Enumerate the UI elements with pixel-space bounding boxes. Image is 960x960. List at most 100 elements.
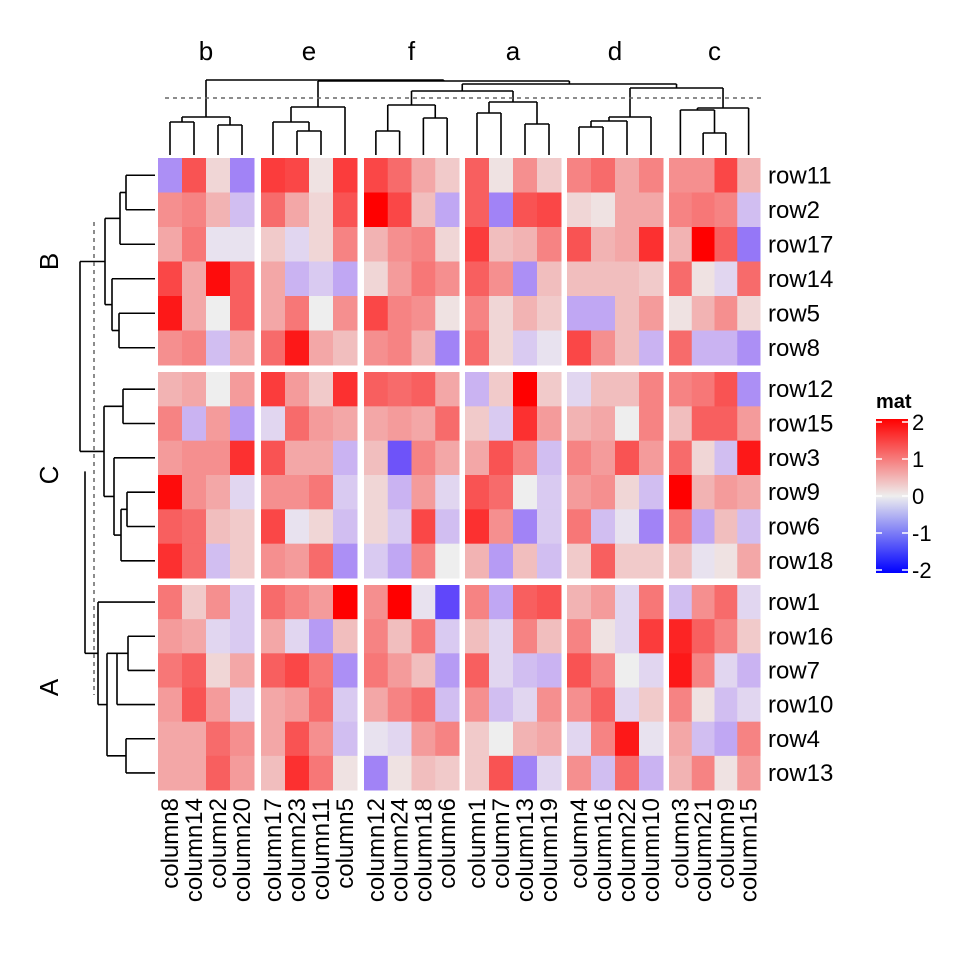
heatmap-cell bbox=[567, 330, 592, 366]
heatmap-cell bbox=[737, 227, 761, 262]
heatmap-cell bbox=[364, 372, 389, 407]
heatmap-cell bbox=[537, 687, 562, 723]
heatmap-cell bbox=[737, 475, 761, 510]
heatmap-cell bbox=[639, 192, 664, 228]
heatmap-cell bbox=[465, 585, 490, 620]
heatmap-cell bbox=[639, 261, 664, 297]
heatmap-cell bbox=[639, 721, 664, 757]
heatmap-cell bbox=[230, 687, 255, 723]
column-label: column14 bbox=[181, 798, 208, 902]
heatmap-cell bbox=[333, 296, 358, 331]
heatmap-cell bbox=[364, 543, 389, 579]
heatmap-cell bbox=[465, 687, 490, 723]
heatmap-cell bbox=[591, 372, 616, 407]
heatmap-cell bbox=[639, 227, 664, 262]
heatmap-cell bbox=[387, 440, 412, 476]
heatmap-cell bbox=[158, 653, 183, 688]
heatmap-cell bbox=[261, 509, 286, 545]
heatmap-cell bbox=[435, 755, 460, 791]
heatmap-cell bbox=[591, 192, 616, 228]
heatmap-cell bbox=[411, 687, 436, 723]
heatmap-cell bbox=[364, 261, 389, 297]
heatmap-cell bbox=[333, 406, 358, 442]
heatmap-cell bbox=[567, 158, 592, 193]
heatmap-cell bbox=[261, 296, 286, 331]
heatmap-cell bbox=[230, 585, 255, 620]
heatmap-cell bbox=[206, 475, 231, 510]
heatmap-cell bbox=[537, 585, 562, 620]
heatmap-cell bbox=[387, 227, 412, 262]
heatmap-cell bbox=[465, 227, 490, 262]
heatmap-cell bbox=[364, 227, 389, 262]
heatmap-cell bbox=[182, 296, 207, 331]
heatmap-cell bbox=[230, 372, 255, 407]
heatmap-cell bbox=[615, 158, 640, 193]
heatmap-cell bbox=[615, 406, 640, 442]
heatmap-cell bbox=[567, 543, 592, 579]
heatmap-cell bbox=[387, 330, 412, 366]
heatmap-cell bbox=[364, 653, 389, 688]
heatmap-cell bbox=[537, 509, 562, 545]
heatmap-cell bbox=[691, 372, 715, 407]
heatmap-cell bbox=[669, 653, 693, 688]
heatmap-cell bbox=[489, 755, 514, 791]
heatmap-cell bbox=[158, 475, 183, 510]
heatmap-cell bbox=[411, 653, 436, 688]
heatmap-cell bbox=[206, 721, 231, 757]
heatmap-cell bbox=[691, 158, 715, 193]
heatmap-cell bbox=[285, 721, 310, 757]
heatmap-cell bbox=[537, 755, 562, 791]
heatmap-cell bbox=[714, 687, 738, 723]
column-label: column7 bbox=[488, 798, 515, 889]
heatmap-cell bbox=[182, 158, 207, 193]
heatmap-cell bbox=[435, 440, 460, 476]
row-label: row2 bbox=[768, 197, 820, 224]
row-label: row13 bbox=[768, 760, 833, 787]
heatmap-cell bbox=[714, 261, 738, 297]
heatmap-cell bbox=[333, 687, 358, 723]
heatmap-cell bbox=[206, 372, 231, 407]
heatmap-cell bbox=[182, 475, 207, 510]
heatmap-cell bbox=[639, 158, 664, 193]
heatmap-cell bbox=[158, 755, 183, 791]
heatmap-cell bbox=[333, 755, 358, 791]
heatmap-cell bbox=[465, 192, 490, 228]
column-group-label: c bbox=[708, 36, 721, 66]
heatmap-cell bbox=[285, 330, 310, 366]
heatmap-cell bbox=[158, 509, 183, 545]
heatmap-cell bbox=[615, 653, 640, 688]
heatmap-cell bbox=[230, 330, 255, 366]
heatmap-cell bbox=[387, 721, 412, 757]
color-legend: mat 2 1 0 -1 -2 bbox=[876, 391, 932, 583]
heatmap-cell bbox=[669, 227, 693, 262]
heatmap-cell bbox=[387, 543, 412, 579]
heatmap-cell bbox=[465, 372, 490, 407]
heatmap-cell bbox=[714, 192, 738, 228]
heatmap-cell bbox=[615, 261, 640, 297]
heatmap-cell bbox=[387, 585, 412, 620]
heatmap-cell bbox=[206, 653, 231, 688]
heatmap-cell bbox=[489, 619, 514, 654]
heatmap-cell bbox=[261, 475, 286, 510]
heatmap-cell bbox=[230, 619, 255, 654]
heatmap-cell bbox=[615, 543, 640, 579]
heatmap-cell bbox=[364, 406, 389, 442]
heatmap-cell bbox=[537, 372, 562, 407]
column-dendrogram bbox=[169, 79, 750, 155]
heatmap-cell bbox=[230, 261, 255, 297]
heatmap-cell bbox=[309, 509, 334, 545]
heatmap-cell bbox=[285, 619, 310, 654]
heatmap-cell bbox=[567, 509, 592, 545]
heatmap-cell bbox=[669, 406, 693, 442]
heatmap-cell bbox=[465, 475, 490, 510]
heatmap-cell bbox=[513, 192, 538, 228]
heatmap-cell bbox=[615, 296, 640, 331]
heatmap-cell bbox=[669, 687, 693, 723]
heatmap-cell bbox=[639, 440, 664, 476]
heatmap-cell bbox=[285, 687, 310, 723]
heatmap-cell bbox=[714, 158, 738, 193]
heatmap-cell bbox=[465, 158, 490, 193]
heatmap-cell bbox=[309, 543, 334, 579]
heatmap-cell bbox=[537, 227, 562, 262]
heatmap-cell bbox=[669, 440, 693, 476]
